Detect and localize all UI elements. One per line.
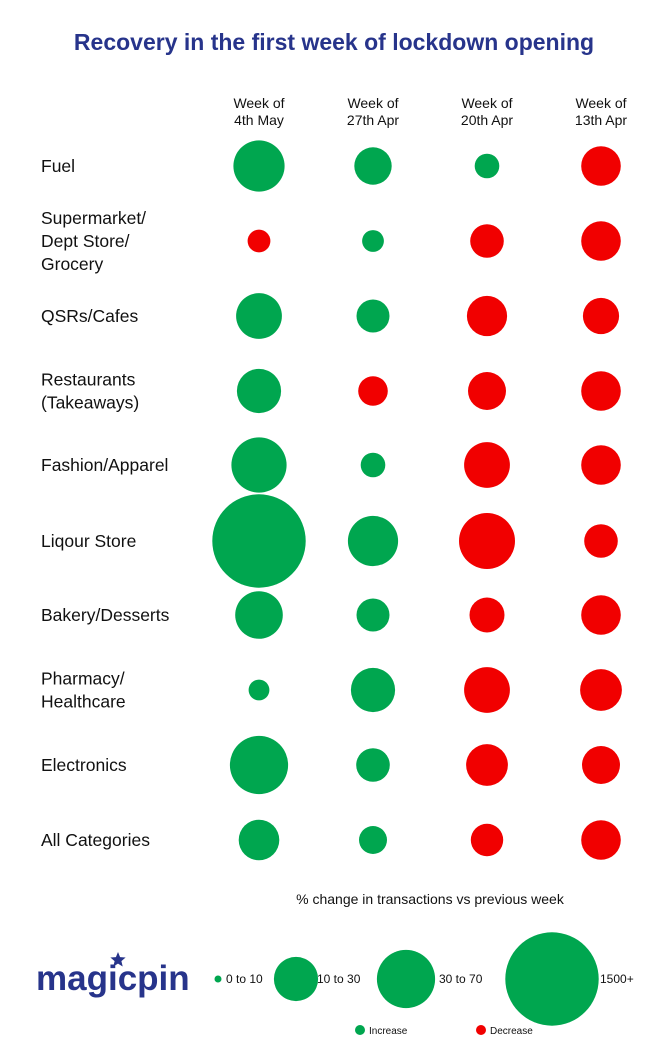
legend-size-label: 0 to 10 [226,972,263,986]
legend-title: % change in transactions vs previous wee… [296,891,565,907]
bubble-decrease [464,667,510,713]
bubble-decrease [581,595,621,635]
legend-size-label: 30 to 70 [439,972,483,986]
bubble-decrease [466,295,508,337]
legend-size-marker [273,956,319,1002]
column-header: 20th Apr [461,112,513,128]
bubble-decrease [580,669,622,711]
row-label: Bakery/Desserts [41,605,170,625]
bubble-decrease [581,445,621,485]
row-label: All Categories [41,830,150,850]
legend-size-label: 10 to 30 [317,972,361,986]
row-label: Grocery [41,254,103,274]
legend-color-marker [355,1025,365,1035]
row-label: Fashion/Apparel [41,455,168,475]
legend-color-label: Increase [369,1026,408,1037]
bubble-grid [212,140,622,861]
bubble-decrease [469,597,505,633]
legend-size-marker [214,975,222,983]
bubble-decrease [584,524,618,558]
bubble-increase [236,293,282,339]
bubble-increase [362,230,384,252]
column-header: Week of [575,95,626,111]
bubble-increase [354,147,392,185]
row-label: Healthcare [41,692,126,712]
bubble-increase [356,598,390,632]
legend-color-marker [476,1025,486,1035]
chart-title: Recovery in the first week of lockdown o… [74,29,594,55]
bubble-decrease [358,376,388,406]
bubble-decrease [581,221,621,261]
bubble-decrease [581,146,621,186]
row-label: Electronics [41,755,127,775]
bubble-decrease [466,744,508,786]
bubble-increase [248,679,270,701]
row-label: Fuel [41,156,75,176]
legend-size-marker [376,949,436,1009]
row-label: Dept Store/ [41,231,130,251]
bubble-decrease [459,513,515,569]
legend: 0 to 10 10 to 30 30 to 70 1500+ Increase Decr… [214,932,634,1037]
bubble-decrease [582,746,620,784]
bubble-decrease [247,229,271,253]
bubble-decrease [581,371,621,411]
column-header: Week of [347,95,398,111]
row-label: Liqour Store [41,531,136,551]
bubble-decrease [470,823,504,857]
legend-size-marker [505,932,599,1026]
column-header: 27th Apr [347,112,399,128]
row-label: (Takeaways) [41,393,139,413]
logo-text: magicpin [36,959,190,998]
column-header: 13th Apr [575,112,627,128]
bubble-decrease [464,442,510,488]
bubble-increase [238,819,280,861]
legend-color-label: Decrease [490,1026,533,1037]
legend-size-label: 1500+ [600,972,634,986]
logo: magicpin [36,952,190,998]
bubble-decrease [470,224,504,258]
column-header: 4th May [234,112,284,128]
bubble-increase [356,748,390,782]
column-header: Week of [461,95,512,111]
row-labels: Fuel Supermarket/Dept Store/Grocery QSRs/C… [41,156,170,850]
column-header: Week of [233,95,284,111]
bubble-increase [233,140,285,192]
bubble-increase [359,826,387,854]
bubble-increase [350,667,396,713]
star-icon [110,952,126,967]
bubble-increase [212,494,306,588]
bubble-increase [356,299,390,333]
bubble-increase [231,437,287,493]
bubble-decrease [468,372,506,410]
bubble-decrease [581,820,621,860]
bubble-increase [347,515,399,567]
row-label: QSRs/Cafes [41,306,138,326]
row-label: Supermarket/ [41,208,146,228]
bubble-decrease [582,297,620,335]
bubble-increase [360,452,386,478]
bubble-increase [236,368,282,414]
row-label: Pharmacy/ [41,669,125,689]
row-label: Restaurants [41,370,136,390]
bubble-increase [229,735,289,795]
bubble-increase [235,591,283,639]
bubble-increase [474,153,500,179]
